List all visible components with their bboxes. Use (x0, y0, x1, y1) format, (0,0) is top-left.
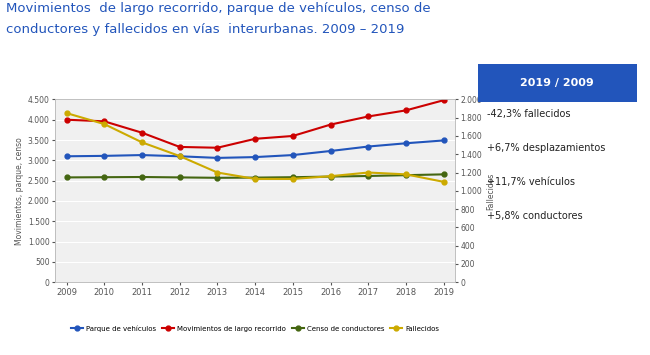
Text: -42,3% fallecidos: -42,3% fallecidos (488, 109, 571, 119)
Text: +5,8% conductores: +5,8% conductores (488, 211, 583, 221)
Text: 2019 / 2009: 2019 / 2009 (521, 78, 594, 88)
Text: +6,7% desplazamientos: +6,7% desplazamientos (488, 143, 606, 153)
Text: Movimientos  de largo recorrido, parque de vehículos, censo de: Movimientos de largo recorrido, parque d… (6, 2, 431, 15)
Y-axis label: Fallecidos: Fallecidos (486, 172, 495, 209)
Y-axis label: Movimientos, parque, censo: Movimientos, parque, censo (15, 137, 23, 245)
Bar (478, 64, 637, 102)
Text: +11,7% vehículos: +11,7% vehículos (488, 177, 575, 187)
Text: conductores y fallecidos en vías  interurbanas. 2009 – 2019: conductores y fallecidos en vías interur… (6, 23, 405, 36)
Legend: Parque de vehículos, Movimientos de largo recorrido, Censo de conductores, Falle: Parque de vehículos, Movimientos de larg… (68, 322, 442, 334)
